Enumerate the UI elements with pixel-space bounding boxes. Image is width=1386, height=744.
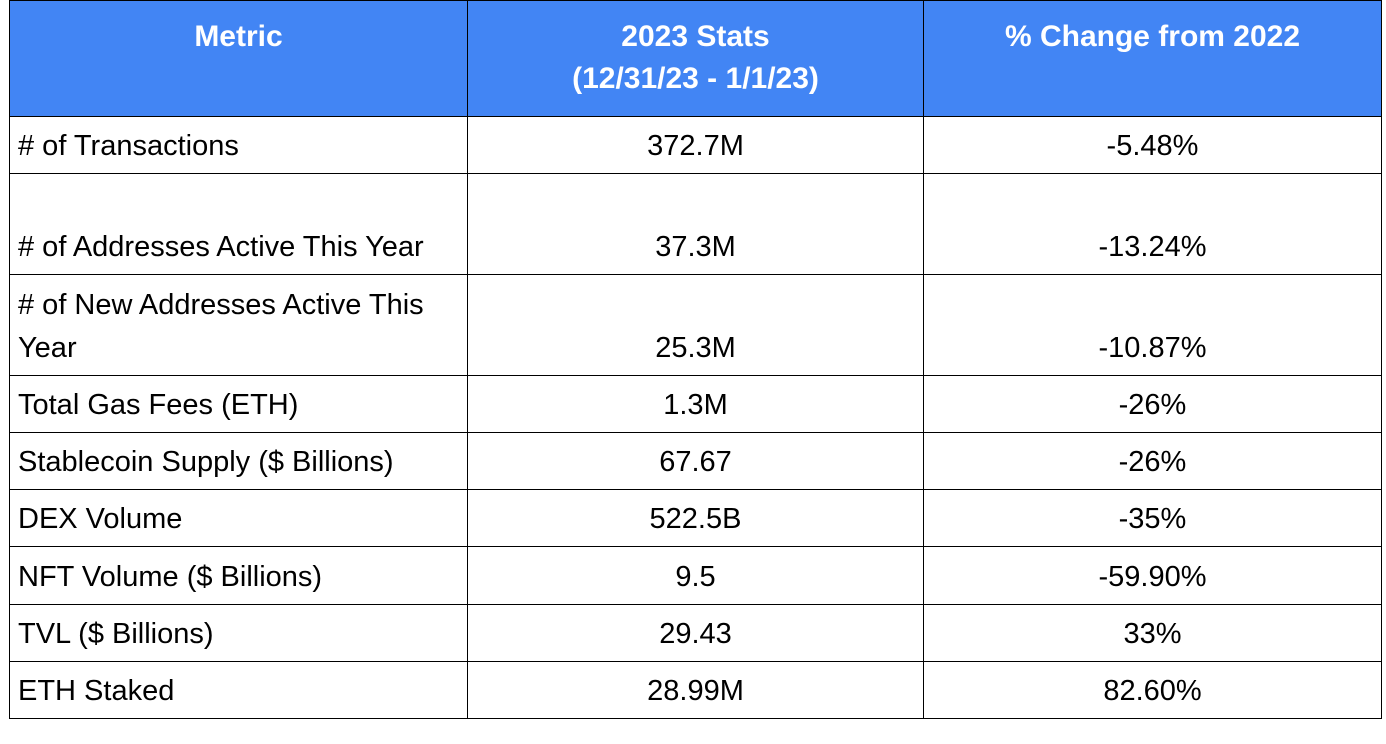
table-row: TVL ($ Billions) 29.43 33% — [9, 604, 1382, 662]
metric-cell: TVL ($ Billions) — [9, 604, 468, 662]
table-row: # of Addresses Active This Year 37.3M -1… — [9, 173, 1382, 275]
header-metric-label: Metric — [194, 20, 283, 53]
metric-cell: Stablecoin Supply ($ Billions) — [9, 432, 468, 490]
value-cell: 522.5B — [467, 489, 924, 547]
change-cell: -59.90% — [923, 546, 1382, 605]
table-row: NFT Volume ($ Billions) 9.5 -59.90% — [9, 546, 1382, 605]
metric-cell: # of New Addresses Active This Year — [9, 274, 468, 376]
change-cell: -35% — [923, 489, 1382, 547]
value-cell: 9.5 — [467, 546, 924, 605]
metric-cell: # of Addresses Active This Year — [9, 173, 468, 275]
metric-cell: ETH Staked — [9, 661, 468, 719]
table-row: # of New Addresses Active This Year 25.3… — [9, 274, 1382, 376]
change-cell: -26% — [923, 375, 1382, 433]
change-cell: -10.87% — [923, 274, 1382, 376]
metric-cell: DEX Volume — [9, 489, 468, 547]
value-cell: 1.3M — [467, 375, 924, 433]
change-cell: 82.60% — [923, 661, 1382, 719]
metric-cell: Total Gas Fees (ETH) — [9, 375, 468, 433]
table-row: DEX Volume 522.5B -35% — [9, 489, 1382, 547]
value-cell: 67.67 — [467, 432, 924, 490]
metric-cell: NFT Volume ($ Billions) — [9, 546, 468, 605]
table-row: ETH Staked 28.99M 82.60% — [9, 661, 1382, 719]
value-cell: 25.3M — [467, 274, 924, 376]
stats-table: Metric 2023 Stats (12/31/23 - 1/1/23) % … — [9, 0, 1382, 719]
change-cell: -13.24% — [923, 173, 1382, 275]
change-cell: -26% — [923, 432, 1382, 490]
value-cell: 372.7M — [467, 116, 924, 174]
header-stats: 2023 Stats (12/31/23 - 1/1/23) — [467, 0, 924, 117]
table-row: Stablecoin Supply ($ Billions) 67.67 -26… — [9, 432, 1382, 490]
value-cell: 28.99M — [467, 661, 924, 719]
change-cell: -5.48% — [923, 116, 1382, 174]
header-change: % Change from 2022 — [923, 0, 1382, 117]
header-metric: Metric — [9, 0, 468, 117]
table-row: # of Transactions 372.7M -5.48% — [9, 116, 1382, 174]
header-change-label: % Change from 2022 — [1004, 20, 1301, 53]
table-row: Total Gas Fees (ETH) 1.3M -26% — [9, 375, 1382, 433]
header-stats-range: (12/31/23 - 1/1/23) — [572, 62, 819, 95]
value-cell: 37.3M — [467, 173, 924, 275]
header-row: Metric 2023 Stats (12/31/23 - 1/1/23) % … — [9, 0, 1382, 117]
header-stats-label: 2023 Stats — [621, 20, 770, 53]
metric-cell: # of Transactions — [9, 116, 468, 174]
value-cell: 29.43 — [467, 604, 924, 662]
change-cell: 33% — [923, 604, 1382, 662]
